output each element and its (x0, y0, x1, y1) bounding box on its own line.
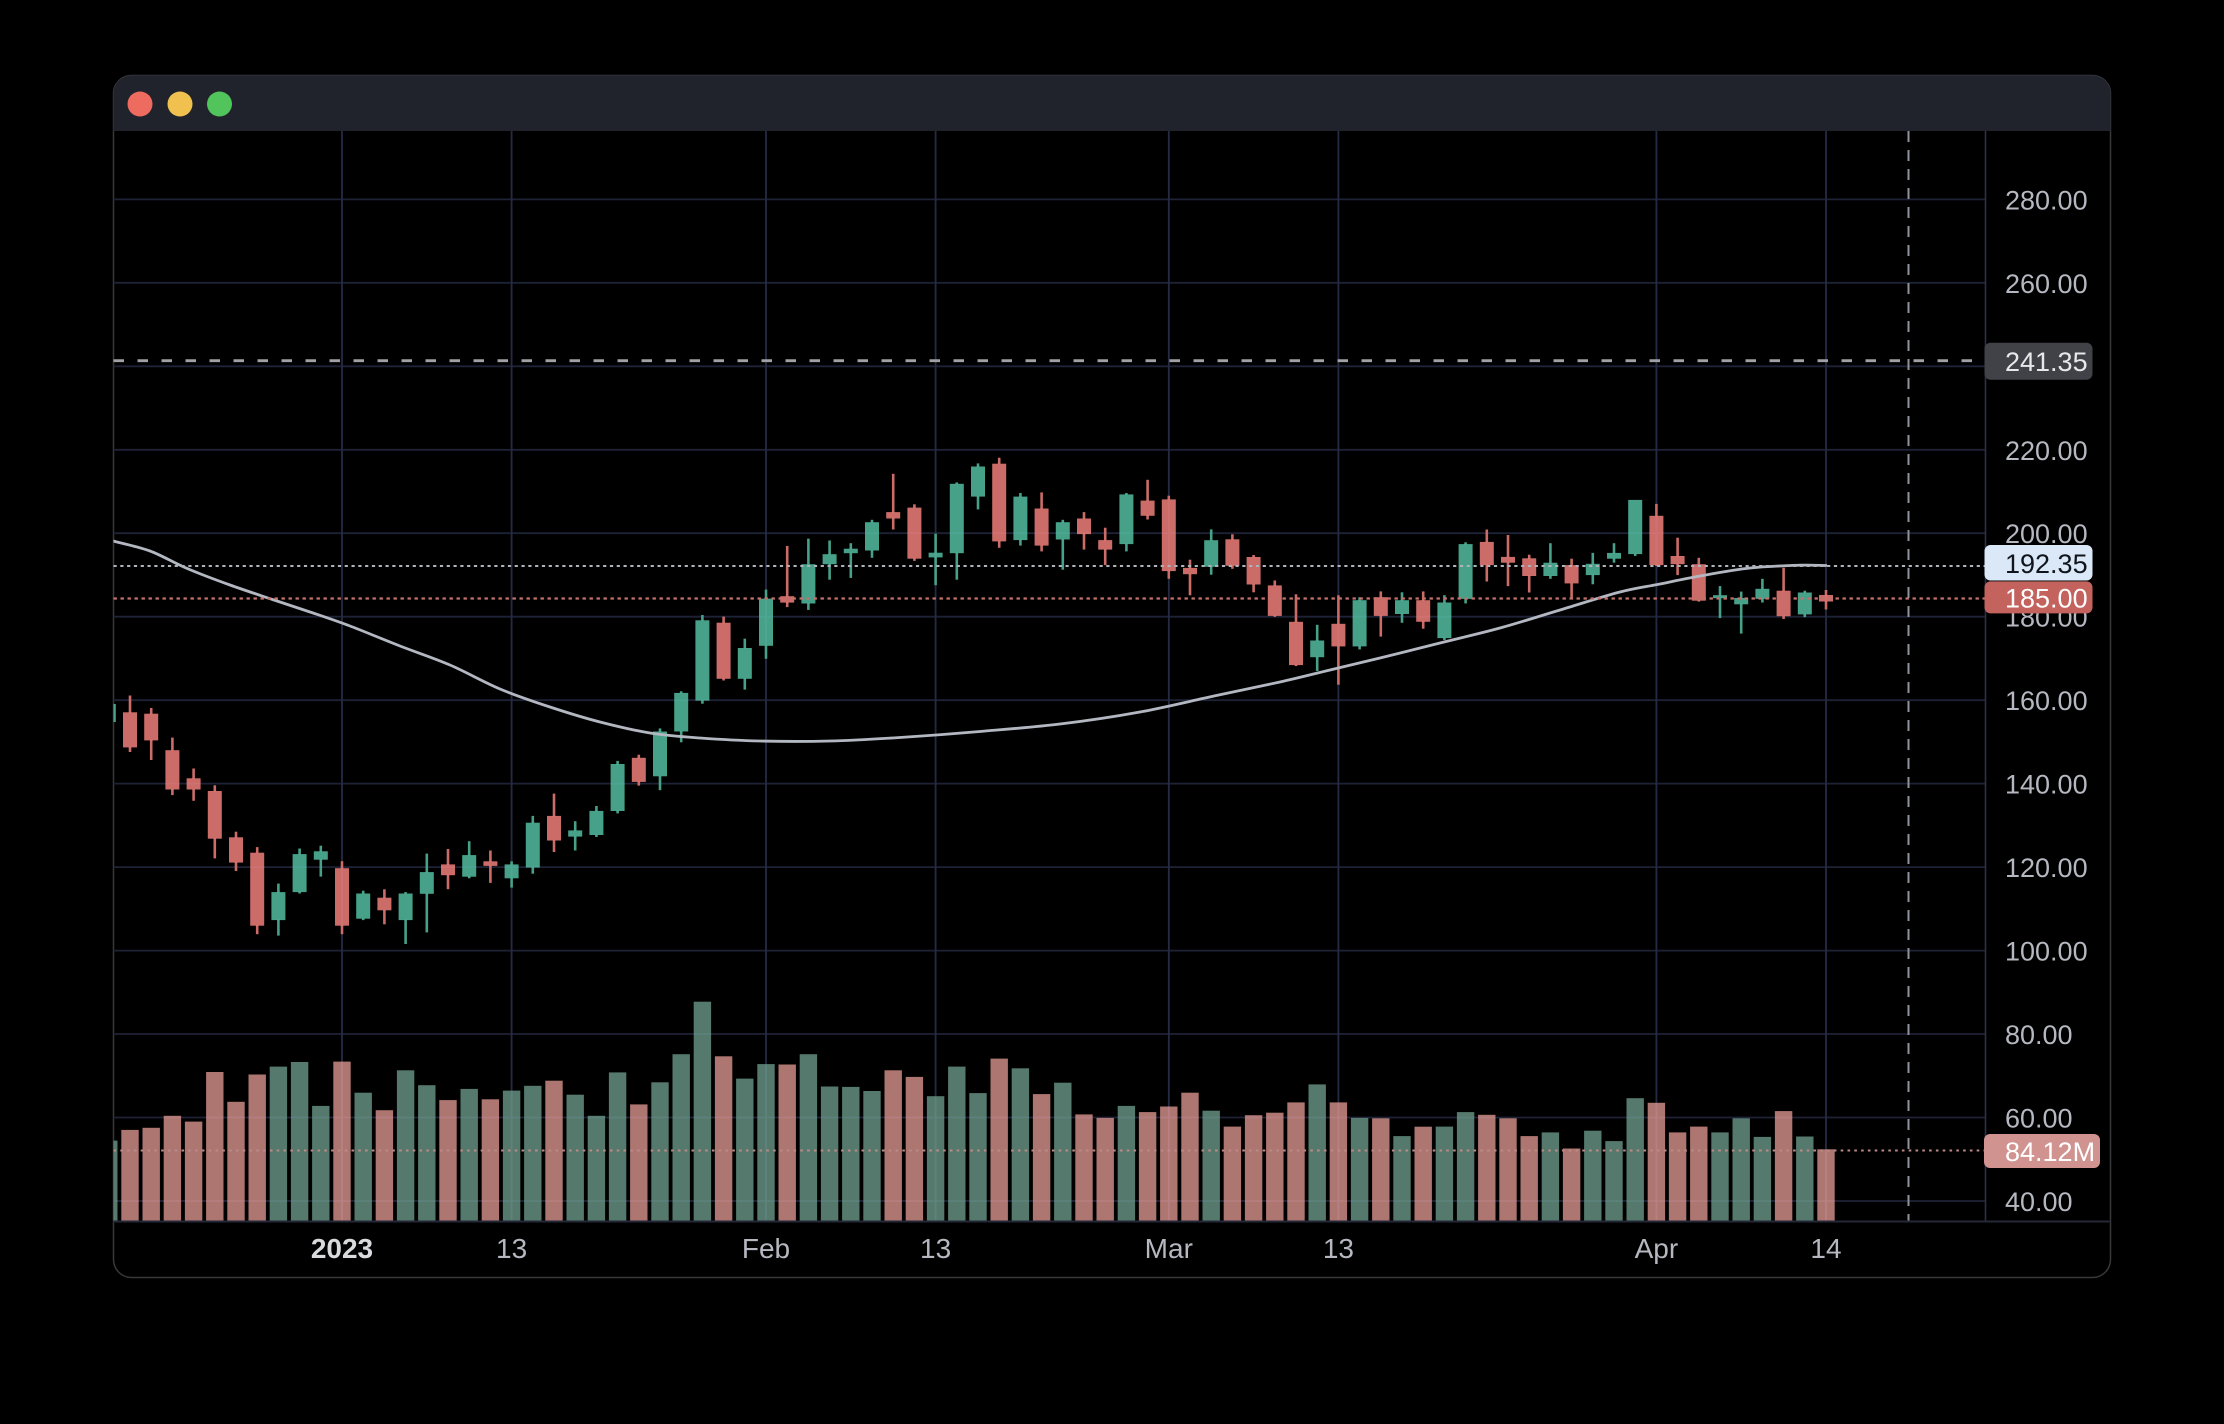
svg-text:80.00: 80.00 (2005, 1020, 2073, 1050)
svg-text:13: 13 (920, 1233, 951, 1264)
svg-text:100.00: 100.00 (2005, 937, 2088, 967)
svg-text:160.00: 160.00 (2005, 686, 2088, 716)
svg-text:14: 14 (1810, 1233, 1841, 1264)
svg-text:2023: 2023 (311, 1233, 373, 1264)
svg-text:220.00: 220.00 (2005, 436, 2088, 466)
svg-text:40.00: 40.00 (2005, 1187, 2073, 1217)
svg-text:200.00: 200.00 (2005, 519, 2088, 549)
svg-text:13: 13 (496, 1233, 527, 1264)
svg-text:280.00: 280.00 (2005, 185, 2088, 215)
svg-text:140.00: 140.00 (2005, 770, 2088, 800)
svg-text:Mar: Mar (1145, 1233, 1193, 1264)
svg-text:Apr: Apr (1635, 1233, 1679, 1264)
svg-text:260.00: 260.00 (2005, 269, 2088, 299)
svg-text:84.12M: 84.12M (2005, 1137, 2095, 1167)
svg-text:13: 13 (1323, 1233, 1354, 1264)
svg-text:192.35: 192.35 (2005, 549, 2088, 579)
svg-text:185.00: 185.00 (2005, 583, 2088, 613)
svg-text:241.35: 241.35 (2005, 347, 2088, 377)
svg-text:Feb: Feb (742, 1233, 790, 1264)
svg-text:120.00: 120.00 (2005, 853, 2088, 883)
svg-text:60.00: 60.00 (2005, 1104, 2073, 1134)
